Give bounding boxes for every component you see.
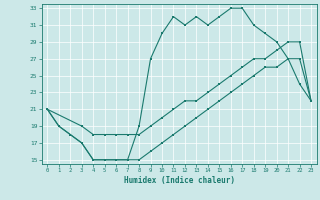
X-axis label: Humidex (Indice chaleur): Humidex (Indice chaleur) [124, 176, 235, 185]
